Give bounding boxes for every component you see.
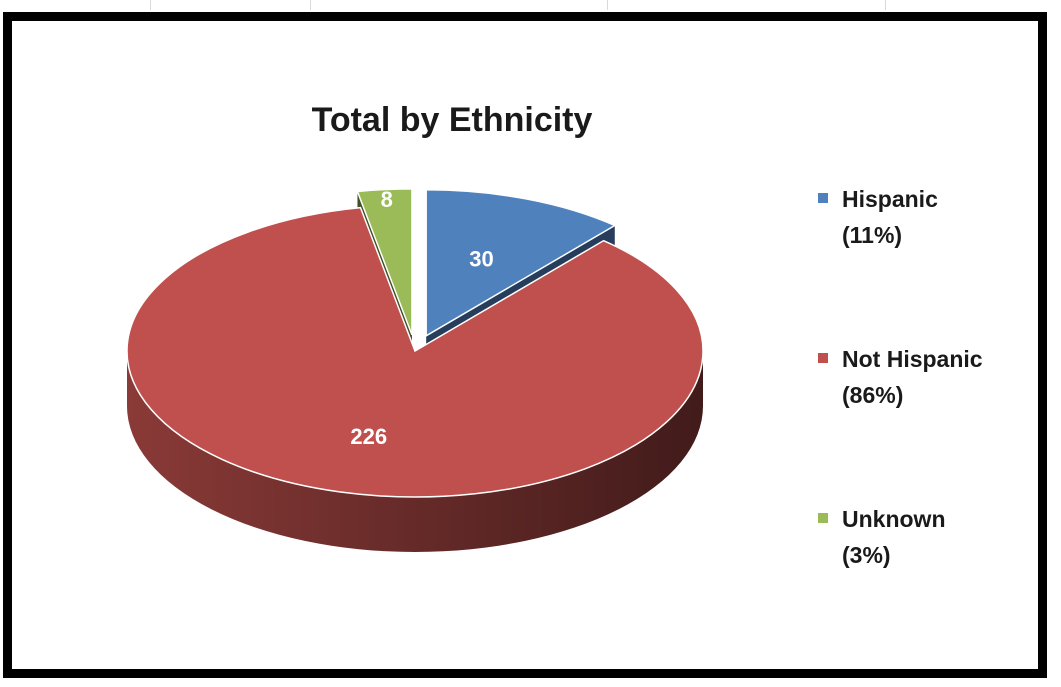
legend-percent-hispanic: (11%)	[842, 222, 903, 248]
sheet-gridline	[885, 0, 886, 10]
legend-swatch-not-hispanic	[818, 353, 828, 363]
sheet-gridline	[607, 0, 608, 10]
legend-percent-not-hispanic: (86%)	[842, 382, 904, 408]
pie-plot-area: 30 226 8	[126, 187, 704, 552]
legend-label-unknown: Unknown	[842, 506, 946, 532]
legend-label-not-hispanic: Not Hispanic	[842, 346, 983, 372]
data-label-unknown: 8	[381, 187, 393, 212]
pie-slice-unknown	[356, 188, 413, 336]
data-label-not-hispanic: 226	[350, 424, 387, 449]
legend-swatch-hispanic	[818, 193, 828, 203]
chart-title: Total by Ethnicity	[311, 101, 593, 139]
sheet-gridline	[150, 0, 151, 10]
legend-swatch-unknown	[818, 513, 828, 523]
legend-percent-unknown: (3%)	[842, 542, 891, 568]
data-label-hispanic: 30	[469, 246, 493, 271]
pie-wall-not-hispanic	[127, 351, 703, 552]
legend-label-hispanic: Hispanic	[842, 186, 938, 212]
sheet-gridline	[310, 0, 311, 10]
pie-slice-not-hispanic	[126, 206, 704, 498]
chart-area[interactable]: Total by Ethnicity 30 226 8 Hispanic (11%)…	[3, 12, 1047, 678]
pie-slice-hispanic	[425, 189, 617, 338]
